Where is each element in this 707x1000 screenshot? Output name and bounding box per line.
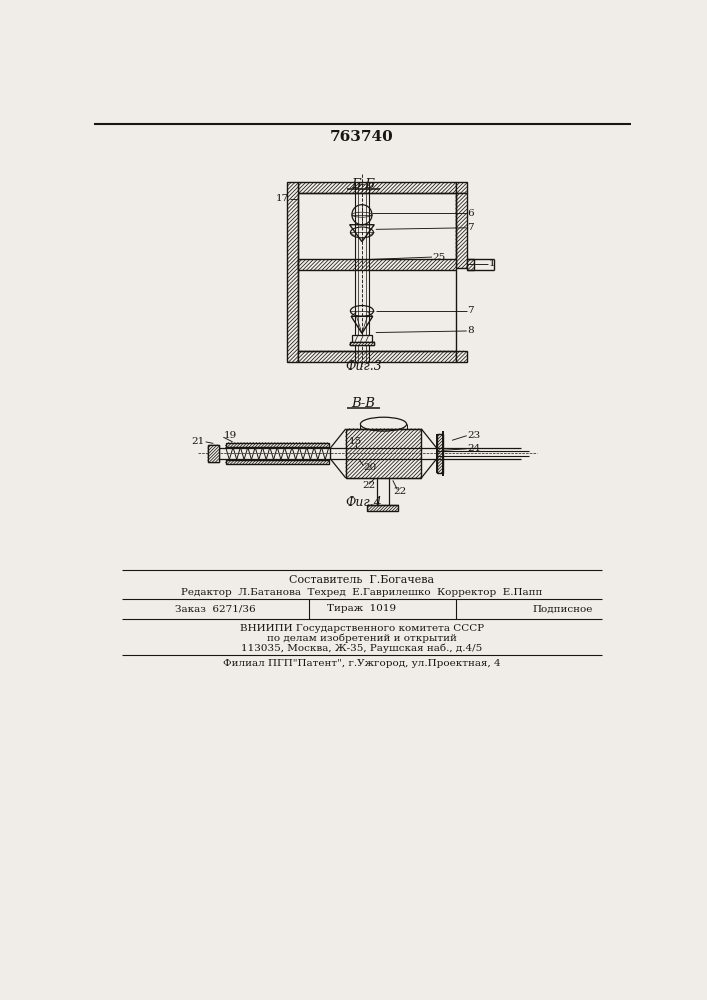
Text: 8: 8: [467, 326, 474, 335]
Bar: [456, 351, 467, 362]
Text: 763740: 763740: [330, 130, 394, 144]
Bar: [456, 182, 467, 193]
Text: Тираж  1019: Тираж 1019: [327, 604, 397, 613]
Text: ВНИИПИ Государственного комитета СССР: ВНИИПИ Государственного комитета СССР: [240, 624, 484, 633]
Text: 19: 19: [223, 431, 237, 440]
Text: 25: 25: [433, 253, 446, 262]
Bar: [298, 182, 456, 193]
Bar: [208, 445, 218, 462]
Text: Подписное: Подписное: [533, 604, 593, 613]
Text: Редактор  Л.Батанова  Техред  Е.Гаврилешко  Корректор  Е.Папп: Редактор Л.Батанова Техред Е.Гаврилешко …: [181, 588, 543, 597]
Text: 21: 21: [192, 437, 205, 446]
Text: Фиг.4: Фиг.4: [345, 496, 382, 509]
Text: 20: 20: [363, 463, 377, 472]
Bar: [368, 505, 398, 511]
Bar: [352, 335, 372, 342]
Text: Б-Б: Б-Б: [351, 178, 375, 191]
Text: 23: 23: [467, 431, 481, 440]
Text: Составитель  Г.Богачева: Составитель Г.Богачева: [289, 575, 435, 585]
Text: Заказ  6271/36: Заказ 6271/36: [175, 604, 255, 613]
Bar: [208, 445, 218, 462]
Text: 17: 17: [276, 194, 288, 203]
Text: В-В: В-В: [351, 397, 375, 410]
Bar: [226, 460, 329, 464]
Bar: [456, 193, 467, 268]
Bar: [350, 342, 374, 345]
Bar: [226, 443, 329, 447]
Bar: [437, 434, 443, 473]
Bar: [287, 182, 298, 362]
Bar: [346, 429, 421, 478]
Bar: [467, 259, 474, 270]
Text: Филиал ПГП"Патент", г.Ужгород, ул.Проектная, 4: Филиал ПГП"Патент", г.Ужгород, ул.Проект…: [223, 659, 501, 668]
Bar: [350, 342, 374, 345]
Text: 22: 22: [393, 487, 407, 496]
Text: Фиг.3: Фиг.3: [345, 360, 382, 373]
Text: 113035, Москва, Ж-35, Раушская наб., д.4/5: 113035, Москва, Ж-35, Раушская наб., д.4…: [241, 643, 483, 653]
Text: 6: 6: [467, 209, 474, 218]
Text: 7: 7: [467, 306, 474, 315]
Text: по делам изобретений и открытий: по делам изобретений и открытий: [267, 633, 457, 643]
Text: 22: 22: [362, 481, 375, 490]
Text: 7: 7: [467, 223, 474, 232]
Text: 15: 15: [349, 437, 363, 446]
Bar: [298, 351, 456, 362]
Text: 1: 1: [489, 259, 496, 268]
Text: 24: 24: [467, 444, 481, 453]
Bar: [298, 259, 456, 270]
